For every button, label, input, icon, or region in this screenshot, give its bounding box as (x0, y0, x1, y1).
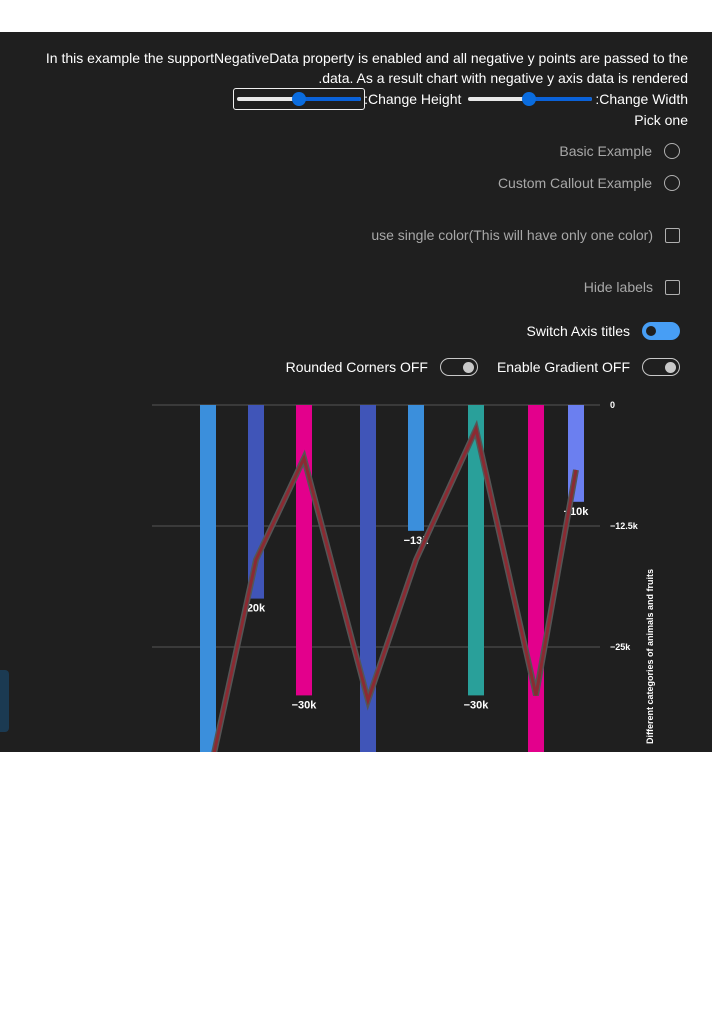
option-single-color-label: use single color(This will have only one… (371, 227, 653, 243)
description-line-1: In this example the supportNegativeData … (45, 50, 688, 66)
example-panel: In this example the supportNegativeData … (0, 32, 712, 752)
bar-data-label: 20k (247, 603, 266, 615)
bar (528, 405, 544, 752)
checkbox-icon[interactable] (665, 279, 680, 295)
y-tick-label: −12.5k (610, 521, 639, 531)
option-hide-labels[interactable]: Hide labels (584, 276, 680, 298)
bar (408, 405, 424, 531)
option-hide-labels-label: Hide labels (583, 279, 653, 295)
bar (468, 405, 484, 696)
width-slider-label: :Change Width (595, 91, 688, 107)
rounded-corners-switch[interactable] (440, 358, 478, 376)
bar-data-label: −30k (464, 699, 490, 711)
option-single-color[interactable]: use single color(This will have only one… (371, 224, 680, 246)
bar (296, 405, 312, 696)
radio-circle-icon[interactable] (664, 175, 680, 191)
gradient-switch-row[interactable]: Enable Gradient OFF (497, 356, 680, 378)
width-slider-thumb[interactable] (522, 92, 537, 106)
width-slider-fill (529, 97, 593, 101)
line-series-outline (211, 419, 579, 752)
height-slider-thumb[interactable] (292, 92, 307, 106)
option-custom-callout-label: Custom Callout Example (497, 175, 652, 191)
y-axis-title: Different categories of animals and frui… (645, 569, 655, 744)
height-slider[interactable] (233, 88, 366, 110)
slider-row: :Change Height :Change Width (233, 88, 688, 110)
side-panel-tab[interactable] (0, 670, 9, 732)
y-tick-label: 0 (610, 400, 615, 410)
switch-knob (665, 361, 676, 373)
height-slider-label: :Change Height (364, 91, 462, 107)
axis-titles-switch-row[interactable]: Switch Axis titles (527, 320, 680, 342)
pick-one-label: Pick one (634, 112, 688, 128)
bar-data-label: −30k (292, 699, 318, 711)
width-slider[interactable] (465, 89, 595, 109)
switch-knob (463, 361, 474, 373)
axis-titles-switch-label: Switch Axis titles (526, 323, 630, 339)
height-slider-fill (298, 97, 362, 101)
gradient-switch[interactable] (642, 358, 680, 376)
gradient-switch-label: Enable Gradient OFF (496, 359, 630, 375)
axis-titles-switch[interactable] (642, 322, 680, 340)
rounded-corners-switch-row[interactable]: Rounded Corners OFF (286, 356, 478, 378)
bar (200, 405, 216, 752)
switch-knob (646, 326, 656, 336)
bar (360, 405, 376, 752)
option-custom-callout[interactable]: Custom Callout Example (498, 172, 680, 194)
radio-circle-icon[interactable] (664, 143, 680, 159)
option-basic-example-label: Basic Example (559, 143, 652, 159)
vertical-bar-chart: 0−12.5k−25k20k−30k−13k−30k−10kDifferent … (152, 400, 655, 752)
checkbox-icon[interactable] (665, 227, 680, 243)
rounded-corners-switch-label: Rounded Corners OFF (285, 359, 428, 375)
option-basic-example[interactable]: Basic Example (559, 140, 680, 162)
description-line-2: .data. As a result chart with negative y… (318, 70, 688, 86)
y-tick-label: −25k (610, 642, 631, 652)
line-series (212, 424, 578, 752)
